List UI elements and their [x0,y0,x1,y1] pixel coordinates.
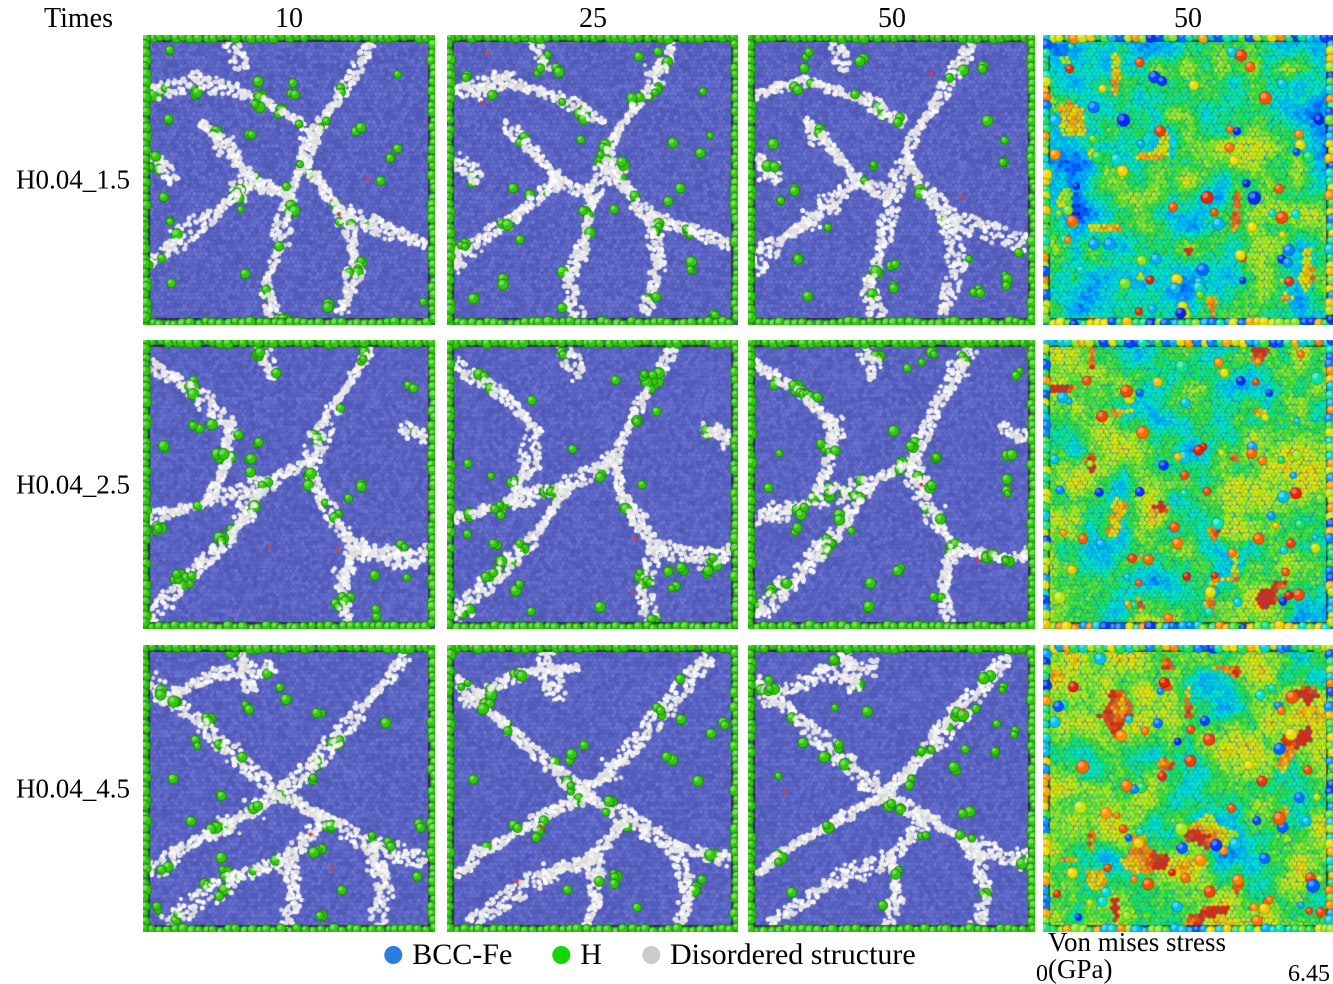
atomic-structure-snapshot [447,340,738,629]
legend-dot-icon [641,946,660,964]
panel-row2-col1-structure [143,340,435,629]
row-label-h004-2-5: H0.04_2.5 [16,469,130,500]
von-mises-stress-map [1043,35,1333,325]
atomic-structure-snapshot [447,35,738,325]
legend-label: H [580,938,602,971]
panel-row1-col1-structure [143,35,435,325]
von-mises-stress-map [1043,645,1333,932]
colorbar-max-label: 6.45 [1288,961,1330,984]
legend-dot-icon [552,946,571,964]
panel-row2-col3-structure [748,340,1035,629]
legend: BCC-Fe H Disordered structure [384,938,916,972]
row-label-h004-1-5: H0.04_1.5 [16,164,130,195]
column-header-1: 10 [275,3,303,34]
panel-row3-col3-structure [748,645,1035,932]
von-mises-stress-map [1043,340,1333,629]
panel-row3-col2-structure [447,645,738,932]
legend-item-bcc-fe: BCC-Fe [384,938,512,972]
atomic-structure-snapshot [143,35,435,325]
times-header-label: Times [44,3,114,34]
legend-dot-icon [384,946,403,964]
colorbar-min-label: 0 [1036,961,1048,984]
panel-row1-col4-stress [1043,35,1333,325]
atomic-structure-snapshot [447,645,738,932]
column-header-2: 25 [579,3,607,34]
legend-item-h: H [552,938,602,972]
atomic-structure-snapshot [143,645,435,932]
row-label-h004-4-5: H0.04_4.5 [16,773,130,804]
panel-row2-col4-stress [1043,340,1333,629]
atomic-structure-snapshot [748,645,1035,932]
column-header-3: 50 [878,3,906,34]
colorbar-title: Von mises stress (GPa) [1048,927,1227,984]
atomic-structure-snapshot [748,340,1035,629]
panel-row1-col3-structure [748,35,1035,325]
stress-colorbar: 0 Von mises stress (GPa) 6.45 [1036,929,1330,984]
panel-row2-col2-structure [447,340,738,629]
atomic-structure-snapshot [748,35,1035,325]
legend-label: Disordered structure [669,938,916,971]
legend-item-disordered-structure: Disordered structure [641,938,916,972]
panel-row3-col4-stress [1043,645,1333,932]
legend-label: BCC-Fe [412,938,513,971]
column-header-4: 50 [1174,3,1202,34]
panel-row3-col1-structure [143,645,435,932]
colorbar-labels: 0 Von mises stress (GPa) 6.45 [1036,927,1330,984]
atomic-structure-snapshot [143,340,435,629]
panel-row1-col2-structure [447,35,738,325]
